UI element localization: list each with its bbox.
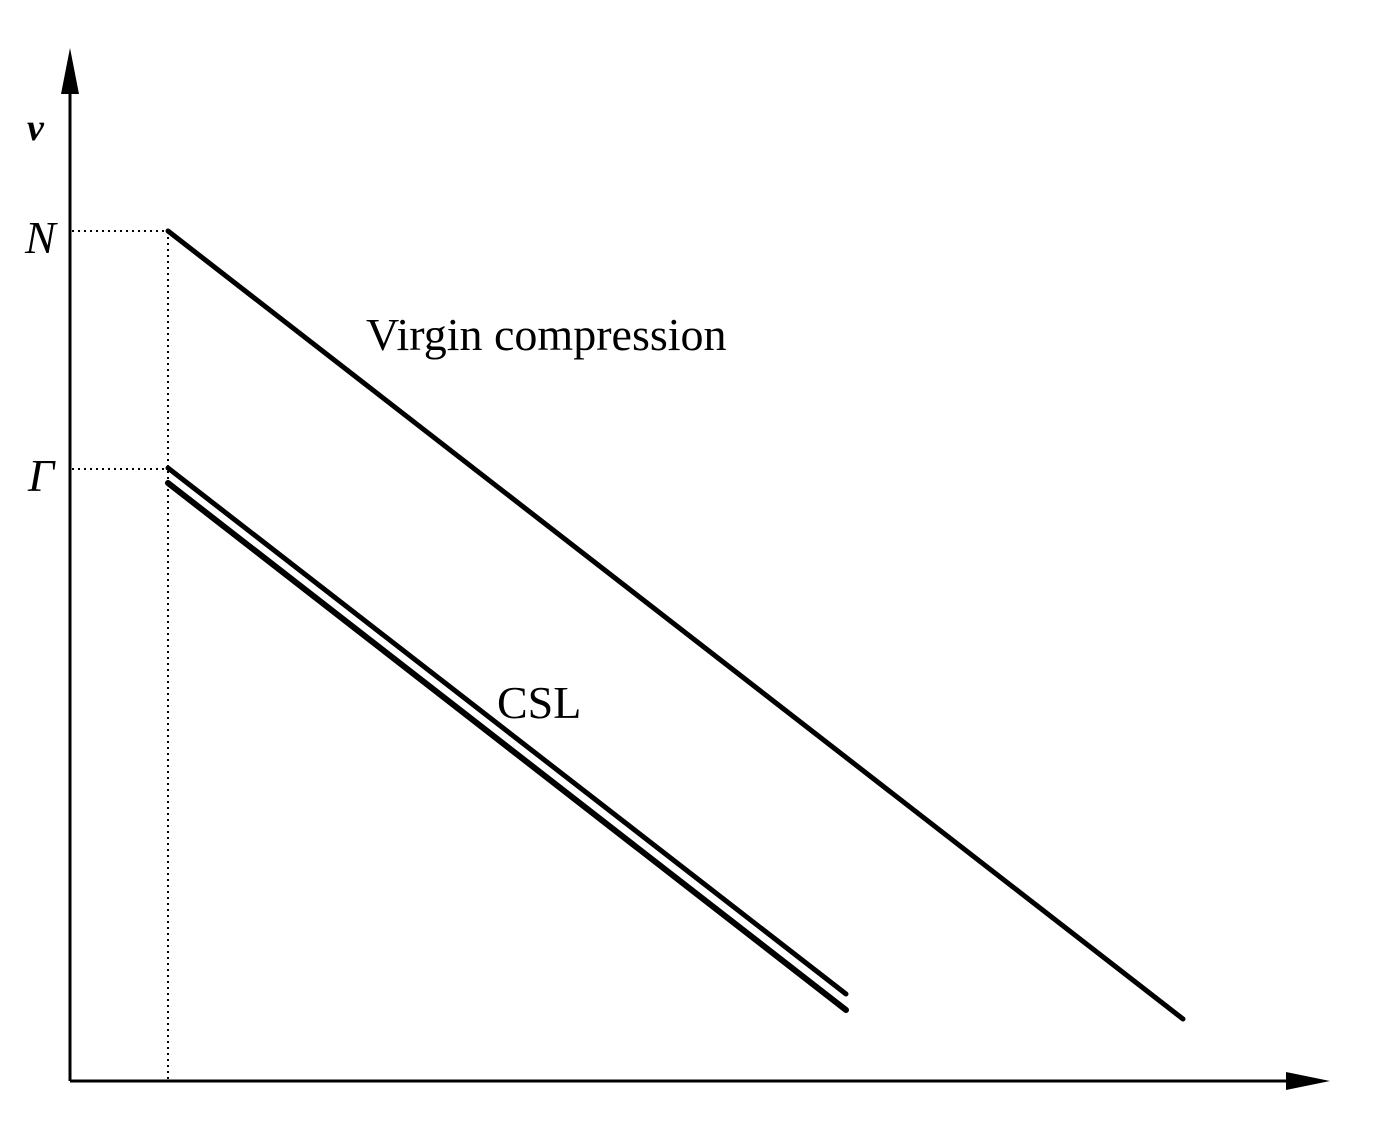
virgin-compression-label: Virgin compression [366, 309, 727, 360]
y-axis-arrowhead [61, 48, 79, 94]
gamma-level-label: Γ [27, 450, 56, 501]
csl-label: CSL [497, 677, 581, 728]
x-axis-arrowhead [1286, 1072, 1330, 1090]
y-axis-label: v [27, 107, 45, 149]
virgin-compression-line [165, 228, 1186, 1022]
csl-line-lower [165, 480, 849, 1013]
csl-line-upper [165, 465, 849, 997]
n-level-label: N [24, 212, 58, 263]
